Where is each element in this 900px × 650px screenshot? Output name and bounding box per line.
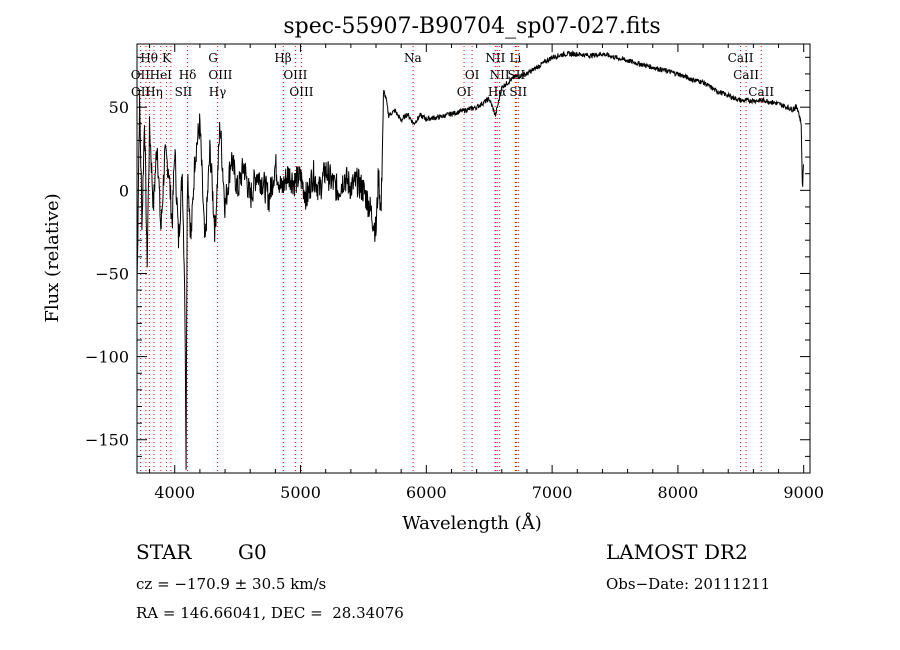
- line-label: Hη: [145, 85, 163, 99]
- line-label: NII: [485, 51, 505, 65]
- observation-date: Obs−Date: 20111211: [606, 575, 771, 593]
- line-label: OII: [131, 68, 151, 82]
- x-tick-label: 4000: [154, 483, 195, 502]
- x-tick-label: 5000: [280, 483, 321, 502]
- line-label: SII: [509, 85, 527, 99]
- line-label: OIII: [289, 85, 313, 99]
- line-label: CaII: [748, 85, 774, 99]
- line-label: CaII: [728, 51, 754, 65]
- line-label: Hδ: [179, 68, 197, 82]
- line-label: Hθ: [140, 51, 158, 65]
- line-label: Hγ: [209, 85, 227, 99]
- y-tick-label: −150: [85, 431, 129, 450]
- chart-title: spec-55907-B90704_sp07-027.fits: [283, 14, 660, 39]
- y-tick-label: 0: [119, 181, 129, 200]
- reference-lines: [140, 46, 762, 471]
- line-label: HeI: [150, 68, 173, 82]
- spectrum-series: [136, 50, 804, 470]
- line-label: Li: [509, 51, 521, 65]
- object-type: STAR: [136, 540, 192, 564]
- line-label: OII: [131, 85, 151, 99]
- spectrum-line: [136, 50, 804, 470]
- y-axis: −150 −100 −50 0 50: [85, 56, 810, 474]
- x-tick-label: 7000: [532, 483, 573, 502]
- line-label: Na: [404, 51, 422, 65]
- y-tick-label: 50: [109, 98, 129, 117]
- x-axis: 4000 5000 6000 7000 8000 9000: [149, 44, 824, 502]
- line-label: OIII: [283, 68, 307, 82]
- y-axis-label: Flux (relative): [42, 193, 63, 322]
- line-label: OI: [457, 85, 472, 99]
- x-tick-label: 8000: [658, 483, 699, 502]
- line-label: OIII: [208, 68, 232, 82]
- y-tick-label: −100: [85, 348, 129, 367]
- line-label: CaII: [733, 68, 759, 82]
- line-label: K: [162, 51, 172, 65]
- line-label: OI: [465, 68, 480, 82]
- line-label: G: [208, 51, 218, 65]
- y-tick-label: −50: [95, 264, 129, 283]
- line-label: SII: [175, 85, 193, 99]
- line-label: NII: [490, 68, 510, 82]
- x-tick-label: 6000: [406, 483, 447, 502]
- x-tick-label: 9000: [783, 483, 824, 502]
- survey-name: LAMOST DR2: [606, 540, 748, 564]
- coordinates-readout: RA = 146.66041, DEC = 28.34076: [136, 604, 404, 622]
- spectral-subclass: G0: [238, 540, 267, 564]
- line-label: Hβ: [274, 51, 291, 65]
- x-axis-label: Wavelength (Å): [402, 512, 542, 534]
- redshift-readout: cz = −170.9 ± 30.5 km/s: [136, 575, 327, 593]
